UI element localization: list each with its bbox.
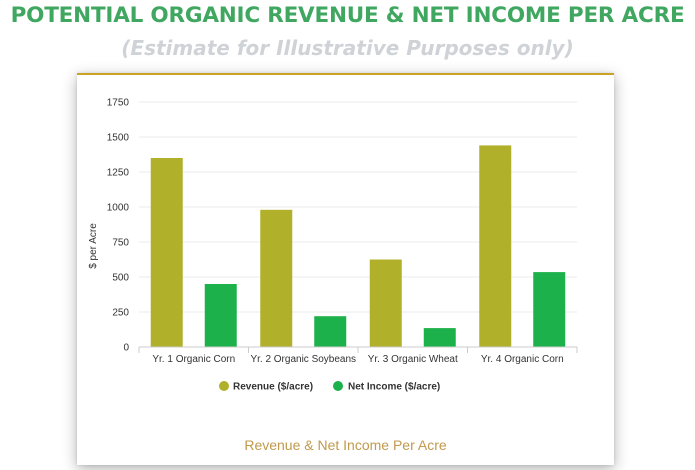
bar-net-income (204, 284, 237, 347)
y-tick-label: 1750 (107, 98, 130, 109)
page-subtitle: (Estimate for Illustrative Purposes only… (121, 36, 574, 60)
bar-chart: 0 250 500 750 1000 1250 1500 1750 $ per Acre Yr… (88, 98, 578, 393)
x-tick-label: Yr. 1 Organic Corn (152, 354, 235, 365)
bar-revenue (260, 209, 293, 347)
bar-net-income (533, 272, 566, 347)
bar-revenue (150, 158, 183, 347)
legend-label: Revenue ($/acre) (233, 382, 313, 393)
y-axis-label: $ per Acre (88, 223, 99, 269)
bar-revenue (479, 145, 512, 347)
y-tick-labels: 0 250 500 750 1000 1250 1500 1750 (107, 98, 130, 354)
x-tick-label: Yr. 3 Organic Wheat (368, 354, 458, 365)
x-tick-label: Yr. 2 Organic Soybeans (250, 354, 356, 365)
x-tick-labels: Yr. 1 Organic Corn Yr. 2 Organic Soybeans… (152, 354, 563, 365)
gridlines (139, 101, 577, 313)
y-tick-label: 500 (112, 273, 129, 284)
y-tick-label: 1250 (107, 168, 130, 179)
x-tick-label: Yr. 4 Organic Corn (481, 354, 564, 365)
legend-marker (333, 381, 343, 391)
legend-label: Net Income ($/acre) (348, 382, 440, 393)
y-tick-label: 0 (123, 343, 129, 354)
bar-net-income (423, 328, 456, 347)
legend-marker (219, 381, 229, 391)
x-tick-marks (138, 347, 578, 353)
y-tick-label: 1000 (107, 203, 130, 214)
chart-caption: Revenue & Net Income Per Acre (244, 437, 447, 453)
y-tick-label: 750 (112, 238, 129, 249)
y-tick-label: 1500 (107, 133, 130, 144)
bar-revenue (369, 259, 402, 347)
bar-net-income (314, 316, 347, 347)
page-title: POTENTIAL ORGANIC REVENUE & NET INCOME P… (10, 3, 685, 28)
y-tick-label: 250 (112, 308, 129, 319)
legend: Revenue ($/acre) Net Income ($/acre) (219, 381, 440, 393)
chart-card: 0 250 500 750 1000 1250 1500 1750 $ per Acre Yr… (77, 73, 614, 465)
bars (150, 145, 566, 347)
